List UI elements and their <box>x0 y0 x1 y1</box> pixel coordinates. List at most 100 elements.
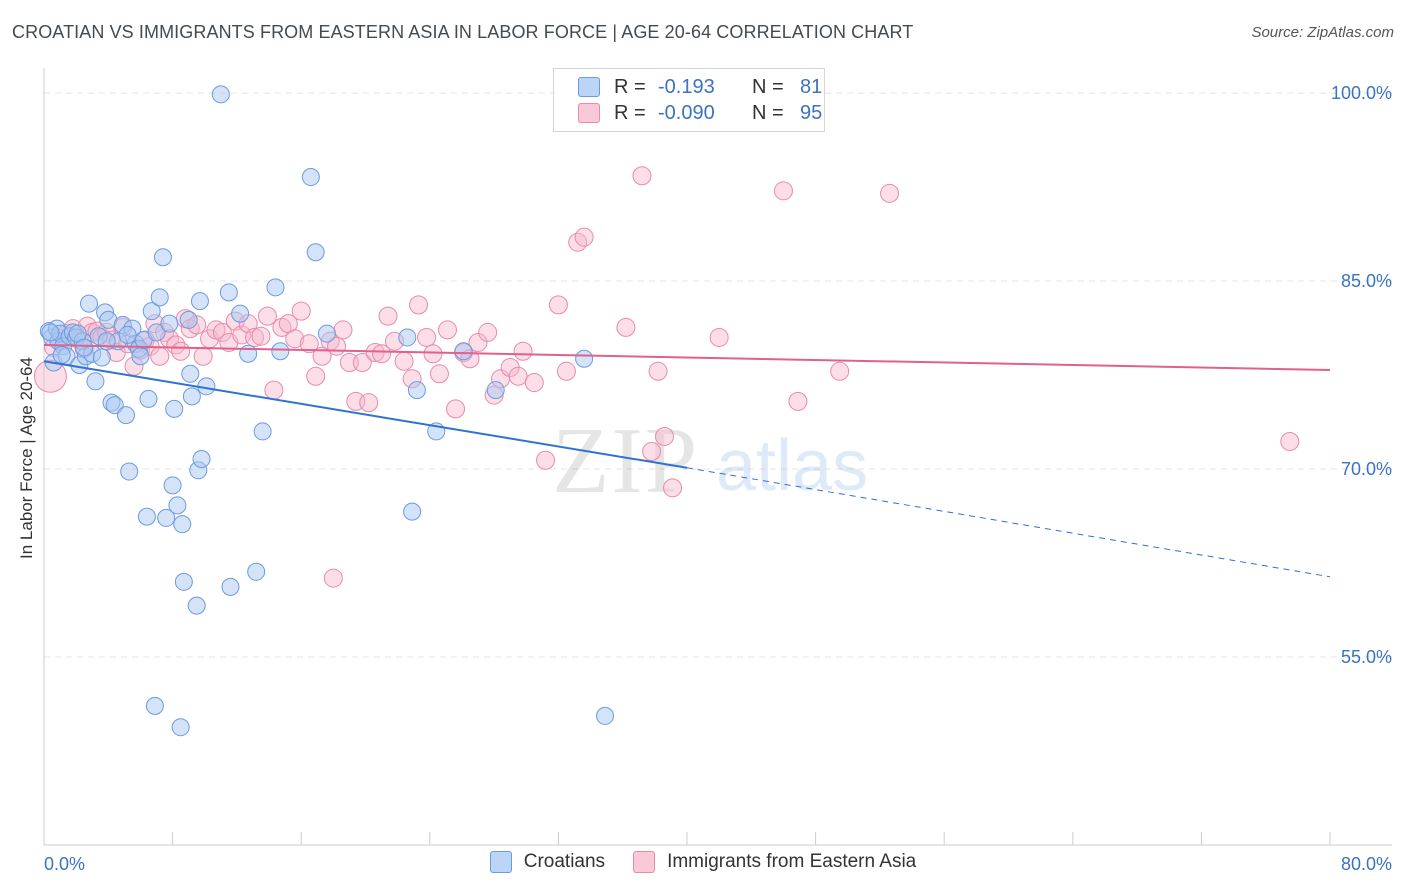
data-point-croatians <box>317 324 336 343</box>
data-point-immigrants <box>257 306 277 326</box>
data-point-croatians <box>41 323 60 342</box>
data-point-croatians <box>80 294 99 313</box>
r-label: R = <box>614 75 646 98</box>
legend-swatch-pink <box>633 851 656 873</box>
data-point-croatians <box>168 496 187 515</box>
n-label: N = <box>752 75 784 98</box>
trendline-immigrants <box>43 343 1331 372</box>
data-point-immigrants <box>409 295 429 315</box>
data-point-immigrants <box>193 346 213 366</box>
data-point-immigrants <box>251 326 271 346</box>
data-point-croatians <box>398 328 417 347</box>
data-point-immigrants <box>880 183 900 203</box>
data-point-immigrants <box>508 366 528 386</box>
data-point-croatians <box>137 507 156 526</box>
data-point-croatians <box>403 502 422 521</box>
data-point-immigrants <box>648 361 668 381</box>
data-point-croatians <box>92 348 111 367</box>
data-point-immigrants <box>616 317 636 337</box>
legend-label-croatians: Croatians <box>523 851 606 872</box>
data-point-croatians <box>596 706 615 725</box>
data-point-immigrants <box>312 346 332 366</box>
data-point-croatians <box>179 310 198 329</box>
data-point-immigrants <box>1280 431 1300 451</box>
x-tick-label: 0.0% <box>44 854 85 874</box>
data-point-immigrants <box>642 441 662 461</box>
data-point-immigrants <box>437 320 457 340</box>
data-point-croatians <box>116 406 135 425</box>
watermark-atlas: atlas <box>716 426 868 506</box>
data-point-immigrants <box>773 181 793 201</box>
data-point-immigrants <box>372 344 392 364</box>
trend-lines <box>43 343 1331 578</box>
data-point-croatians <box>486 381 505 400</box>
y-axis-label: In Labor Force | Age 20-64 <box>17 357 36 559</box>
legend-item-croatians: Croatians <box>489 851 606 873</box>
data-point-croatians <box>118 325 137 344</box>
data-point-immigrants <box>632 166 652 186</box>
data-point-immigrants <box>171 341 191 361</box>
data-point-croatians <box>190 292 209 311</box>
data-point-immigrants <box>788 391 808 411</box>
correlation-legend: R = -0.193 N = 81 R = -0.090 N = 95 <box>553 68 825 132</box>
data-point-croatians <box>266 278 285 297</box>
data-point-immigrants <box>830 361 850 381</box>
n-value: 81 <box>800 75 823 98</box>
data-point-croatians <box>163 476 182 495</box>
y-tick-label: 100.0% <box>1331 83 1392 103</box>
data-point-croatians <box>142 302 161 321</box>
r-value: -0.090 <box>658 101 715 124</box>
data-point-immigrants <box>663 478 683 498</box>
data-point-croatians <box>160 314 179 333</box>
r-value: -0.193 <box>658 75 715 98</box>
data-point-croatians <box>253 422 272 441</box>
y-tick-label: 55.0% <box>1341 647 1392 667</box>
legend-swatch-blue <box>489 851 512 873</box>
data-point-croatians <box>182 387 201 406</box>
watermark: ZIP atlas <box>552 409 868 513</box>
data-point-croatians <box>211 85 230 104</box>
chart-source: Source: ZipAtlas.com <box>1251 24 1394 41</box>
axes <box>43 68 1392 846</box>
data-point-croatians <box>271 342 290 361</box>
data-point-immigrants <box>394 351 414 371</box>
y-tick-label: 85.0% <box>1341 271 1392 291</box>
data-point-immigrants <box>446 399 466 419</box>
n-value: 95 <box>800 101 823 124</box>
data-point-immigrants <box>574 227 594 247</box>
data-point-immigrants <box>352 353 372 373</box>
data-point-croatians <box>174 572 193 591</box>
data-point-croatians <box>147 323 166 342</box>
series-legend: Croatians Immigrants from Eastern Asia <box>0 851 1406 873</box>
legend-swatch-blue <box>578 77 600 97</box>
data-point-croatians <box>150 288 169 307</box>
legend-row-croatians: R = -0.193 N = 81 <box>578 75 822 99</box>
data-point-immigrants <box>245 327 265 347</box>
data-point-immigrants <box>548 295 568 315</box>
data-point-croatians <box>181 364 200 383</box>
data-point-croatians <box>239 344 258 363</box>
series-immigrants-points <box>33 166 1300 588</box>
data-point-croatians <box>454 342 473 361</box>
data-point-immigrants <box>524 373 544 393</box>
data-point-croatians <box>306 243 325 262</box>
tick-labels: 55.0% 70.0% 85.0% 100.0% 0.0% 80.0% <box>44 83 1392 874</box>
legend-item-immigrants: Immigrants from Eastern Asia <box>633 851 916 873</box>
data-point-croatians <box>301 168 320 187</box>
data-point-croatians <box>120 462 139 481</box>
data-point-immigrants <box>212 322 232 342</box>
watermark-zip: ZIP <box>552 409 699 513</box>
data-point-croatians <box>52 345 71 364</box>
data-point-immigrants <box>568 232 588 252</box>
data-point-croatians <box>139 389 158 408</box>
data-point-immigrants <box>417 327 437 347</box>
series-croatians-points <box>39 85 615 737</box>
legend-label-immigrants: Immigrants from Eastern Asia <box>667 851 917 872</box>
data-point-croatians <box>173 515 192 534</box>
data-point-immigrants <box>556 361 576 381</box>
data-point-croatians <box>165 399 184 418</box>
data-point-croatians <box>192 450 211 469</box>
x-tick-label: 80.0% <box>1341 854 1392 874</box>
data-point-immigrants <box>478 322 498 342</box>
